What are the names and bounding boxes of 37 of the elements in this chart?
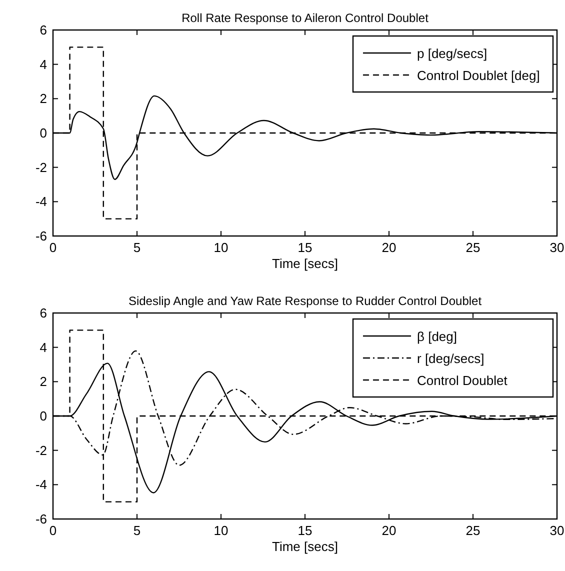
- y-tick-label: 2: [40, 374, 47, 390]
- legend-label: r [deg/secs]: [417, 351, 484, 366]
- y-tick-label: 0: [40, 408, 47, 424]
- x-axis-title: Time [secs]: [272, 256, 338, 271]
- y-tick-label: 2: [40, 91, 47, 106]
- y-tick-label: -4: [35, 477, 47, 492]
- x-axis-title: Time [secs]: [272, 539, 338, 554]
- y-tick-label: -2: [35, 160, 47, 175]
- x-tick-label: 30: [550, 523, 564, 538]
- y-tick-label: 4: [40, 56, 47, 72]
- x-tick-label: 25: [466, 523, 480, 538]
- legend-label: Control Doublet: [417, 373, 508, 388]
- y-tick-label: 6: [40, 306, 47, 320]
- x-tick-label: 10: [214, 523, 228, 538]
- x-tick-label: 30: [550, 240, 564, 255]
- y-tick-label: 4: [40, 340, 47, 355]
- legend-label: p [deg/secs]: [417, 46, 488, 61]
- x-tick-label: 25: [466, 240, 480, 255]
- y-tick-label: 0: [40, 126, 47, 140]
- x-tick-label: 5: [133, 240, 141, 255]
- x-tick-label: 0: [49, 523, 57, 538]
- x-tick-label: 5: [133, 523, 141, 538]
- y-tick-label: -6: [35, 228, 47, 244]
- x-tick-label: 20: [382, 523, 396, 538]
- y-tick-label: -2: [35, 442, 47, 458]
- legend-label: Control Doublet [deg]: [417, 68, 540, 83]
- x-tick-label: 20: [382, 240, 396, 255]
- y-tick-label: -4: [35, 194, 47, 210]
- x-tick-label: 0: [49, 240, 57, 255]
- y-tick-label: 6: [40, 22, 47, 38]
- chart-title: Sideslip Angle and Yaw Rate Response to Rudder Control Doublet: [128, 294, 482, 308]
- chart-title: Roll Rate Response to Aileron Control Doublet: [182, 11, 430, 25]
- x-tick-label: 15: [298, 523, 312, 538]
- x-tick-label: 10: [214, 240, 228, 255]
- legend-label: β [deg]: [417, 329, 458, 344]
- x-tick-label: 15: [298, 240, 312, 255]
- y-tick-label: -6: [35, 512, 47, 526]
